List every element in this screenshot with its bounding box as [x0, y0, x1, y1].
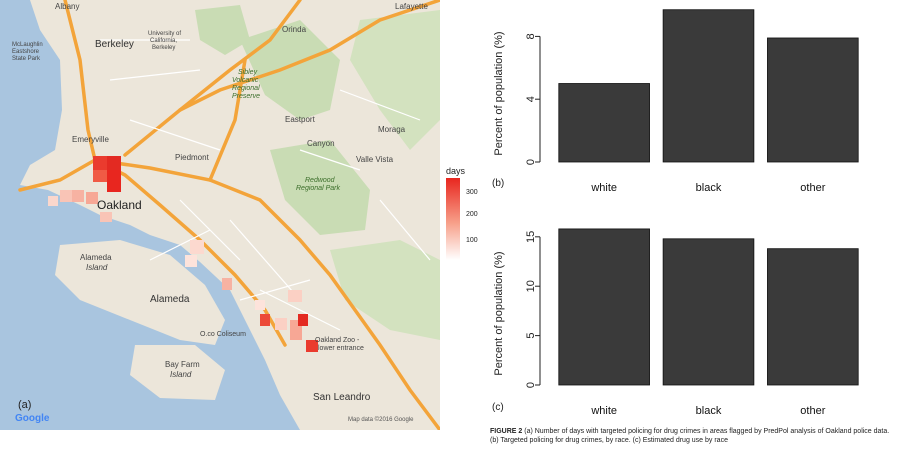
heat-cell — [107, 156, 121, 170]
y-tick-label: 0 — [525, 159, 537, 165]
label-canyon: Canyon — [307, 139, 335, 148]
race-bar-charts: 0 4 8 Percent of population (%) white black ot… — [492, 9, 859, 417]
label-san-leandro: San Leandro — [313, 392, 371, 403]
heat-cell — [185, 255, 197, 267]
label-bayfarm: Bay Farm — [165, 360, 200, 369]
label-alameda-island: Alameda — [80, 253, 112, 262]
label-coliseum: O.co Coliseum — [200, 331, 246, 338]
label-mclaughlin: McLaughlin — [12, 42, 43, 48]
x-tick-label: other — [800, 182, 825, 194]
bar-other — [767, 248, 859, 386]
label-bayfarm2: Island — [170, 370, 192, 379]
heat-cell — [190, 240, 204, 254]
x-tick-label: black — [696, 405, 722, 417]
heat-cell — [86, 192, 98, 204]
label-redwood: Redwood — [305, 177, 336, 184]
label-uc2: California, — [150, 38, 177, 44]
north-park — [195, 5, 250, 55]
legend-title-text: days — [446, 166, 466, 176]
bar-chart-c: 0 5 10 15 Percent of population (%) white blac… — [492, 228, 859, 417]
label-orinda: Orinda — [282, 25, 307, 34]
x-tick-label: white — [590, 405, 617, 417]
label-zoo: Oakland Zoo - — [315, 337, 360, 344]
legend-tick: 200 — [466, 211, 478, 218]
figure-caption: FIGURE 2 (a) Number of days with targete… — [490, 427, 895, 445]
y-axis-label: Percent of population (%) — [493, 251, 505, 375]
oakland-map: Albany Lafayette Berkeley University of … — [0, 0, 440, 430]
label-alameda-island2: Island — [86, 263, 108, 272]
redwood-park — [270, 140, 370, 235]
legend-panel: days 300 200 100 — [446, 166, 478, 260]
panel-label: (c) — [492, 402, 504, 413]
label-lafayette: Lafayette — [395, 2, 428, 11]
y-axis-label: Percent of population (%) — [493, 31, 505, 155]
label-sibley: Sibley — [238, 69, 258, 76]
y-tick-label: 8 — [525, 33, 537, 39]
legend-tick: 100 — [466, 237, 478, 244]
east-hills — [350, 10, 440, 150]
label-sibley4: Preserve — [232, 93, 260, 100]
bar-other — [767, 37, 859, 163]
heatmap-cells — [48, 156, 318, 352]
heat-cell — [93, 156, 107, 170]
label-oakland: Oakland — [97, 198, 142, 212]
label-mclaughlin3: State Park — [12, 56, 41, 62]
google-logo: Google — [15, 413, 50, 424]
heat-cell — [93, 170, 107, 182]
label-albany: Albany — [55, 2, 79, 11]
heat-cell — [275, 318, 287, 330]
heat-cell — [260, 314, 270, 326]
legend-tick: 300 — [466, 189, 478, 196]
label-sibley3: Regional — [232, 85, 260, 92]
bayfarm-island — [130, 345, 225, 400]
label-eastport: Eastport — [285, 115, 316, 124]
heat-cell — [100, 212, 112, 222]
label-uc3: Berkeley — [152, 45, 175, 51]
heat-cell — [48, 196, 58, 206]
caption-text: (a) Number of days with targeted policin… — [490, 428, 890, 444]
heat-cell — [255, 300, 265, 310]
bay-water — [0, 0, 300, 430]
bar-chart-b: 0 4 8 Percent of population (%) white black ot… — [492, 9, 859, 194]
bar-black — [662, 9, 755, 163]
y-tick-label: 5 — [525, 333, 537, 339]
bar-white — [558, 228, 650, 386]
y-tick-label: 0 — [525, 382, 537, 388]
heat-cell — [298, 314, 308, 326]
legend-colorbar — [446, 178, 460, 260]
label-piedmont: Piedmont — [175, 153, 210, 162]
heat-cell — [72, 190, 84, 202]
bar-black — [662, 238, 755, 386]
place-labels: Albany Lafayette Berkeley University of … — [12, 2, 428, 403]
label-zoo2: lower entrance — [318, 345, 364, 352]
y-tick-label: 15 — [525, 231, 537, 243]
heat-cell — [107, 170, 121, 192]
label-mclaughlin2: Eastshore — [12, 49, 40, 55]
label-emeryville: Emeryville — [72, 135, 109, 144]
label-redwood2: Regional Park — [296, 185, 340, 192]
heat-cell — [288, 290, 302, 302]
panel-label-a: (a) — [18, 399, 31, 411]
panel-label: (b) — [492, 178, 504, 189]
caption-figure-label: FIGURE 2 — [490, 428, 523, 435]
alameda-island — [55, 240, 225, 345]
south-hills — [330, 240, 440, 340]
heat-cell — [60, 190, 72, 202]
label-alameda: Alameda — [150, 294, 190, 305]
y-tick-label: 10 — [525, 280, 537, 292]
y-tick-label: 4 — [525, 96, 537, 102]
x-tick-label: black — [696, 182, 722, 194]
bar-white — [558, 83, 650, 163]
x-tick-label: other — [800, 405, 825, 417]
heat-cell — [222, 278, 232, 290]
label-sibley2: Volcanic — [232, 77, 259, 84]
heat-cell — [306, 340, 318, 352]
x-tick-label: white — [590, 182, 617, 194]
map-attribution: Map data ©2016 Google — [348, 416, 414, 423]
label-valle-vista: Valle Vista — [356, 155, 394, 164]
label-moraga: Moraga — [378, 125, 406, 134]
label-berkeley: Berkeley — [95, 39, 134, 50]
minor-roads — [100, 39, 431, 331]
label-uc: University of — [148, 31, 181, 37]
